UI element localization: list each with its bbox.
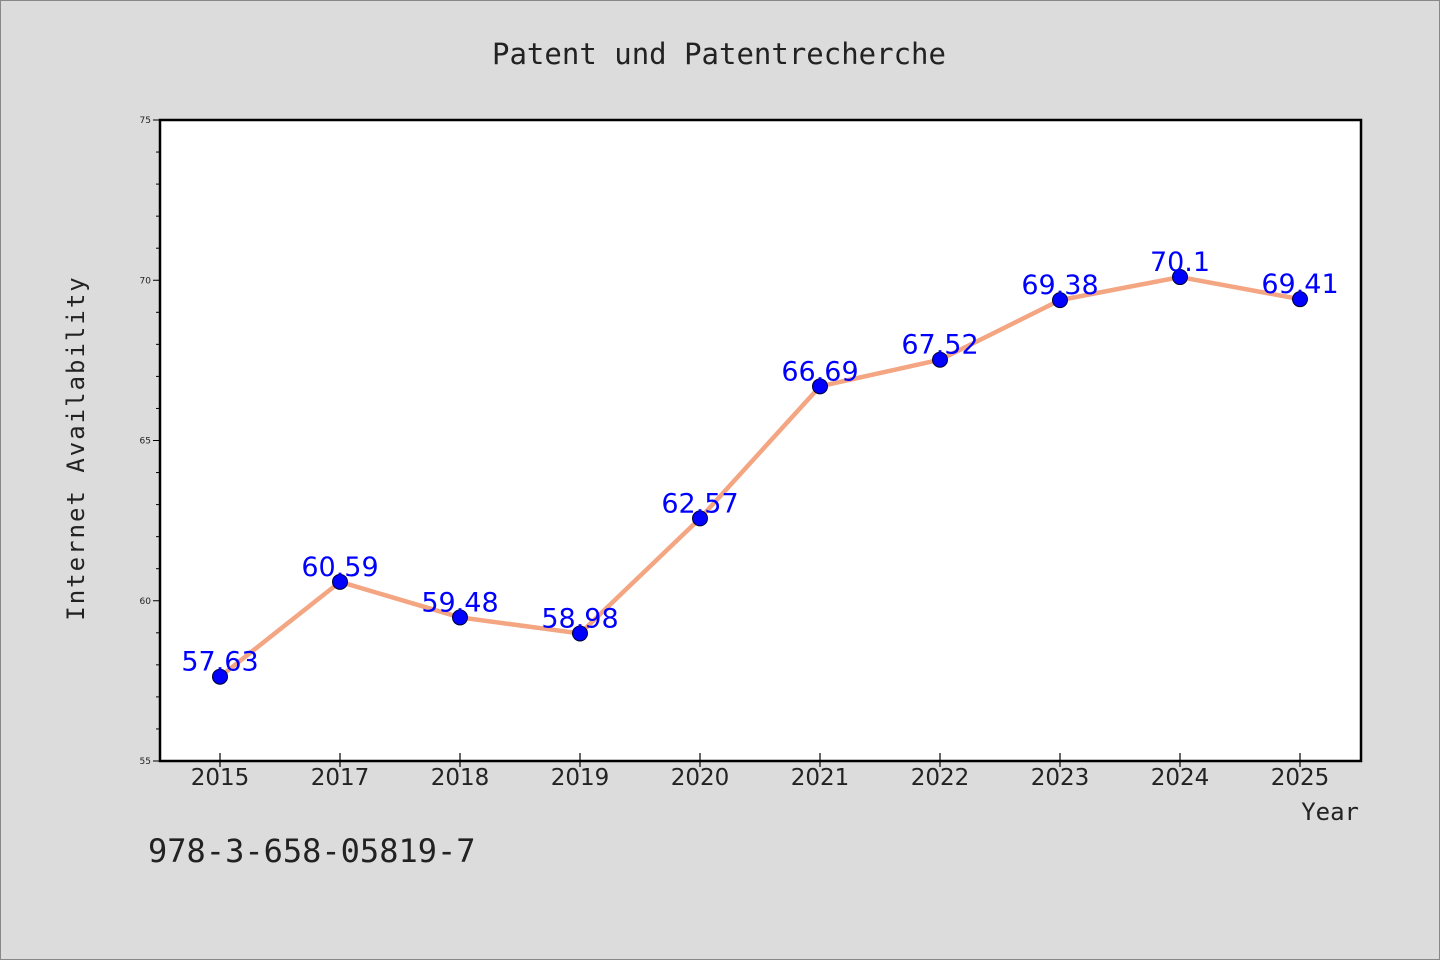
x-tick-label: 2024 bbox=[1151, 765, 1210, 791]
data-point bbox=[1052, 292, 1068, 309]
isbn-footer: 978-3-658-05819-7 bbox=[148, 832, 476, 870]
data-point bbox=[572, 625, 588, 642]
x-tick-label: 2019 bbox=[551, 765, 610, 791]
data-label: 69.41 bbox=[1261, 269, 1338, 300]
data-label: 67.52 bbox=[901, 330, 978, 361]
data-point bbox=[332, 573, 348, 590]
series-group: 57.63 60.59 59.48 58.98 62.57 66.69 67.52 69.38… bbox=[181, 247, 1339, 685]
x-tick-label: 2025 bbox=[1271, 765, 1330, 791]
x-tick-label: 2021 bbox=[791, 765, 850, 791]
x-tick-label: 2020 bbox=[671, 765, 730, 791]
data-label: 62.57 bbox=[661, 488, 738, 519]
data-point bbox=[452, 609, 468, 626]
y-axis-label: Internet Availability bbox=[62, 275, 90, 620]
x-tick-label: 2018 bbox=[431, 765, 490, 791]
x-axis-label: Year bbox=[1301, 798, 1359, 826]
data-point bbox=[1172, 269, 1188, 286]
data-label: 66.69 bbox=[781, 356, 858, 387]
chart-title: Patent und Patentrecherche bbox=[492, 37, 946, 71]
x-tick-label: 2022 bbox=[911, 765, 970, 791]
x-tick-label: 2017 bbox=[311, 765, 370, 791]
data-label: 70.1 bbox=[1150, 247, 1210, 278]
data-point bbox=[212, 668, 228, 685]
y-tick-label: 75 bbox=[140, 116, 151, 126]
data-point bbox=[692, 510, 708, 527]
y-tick-label: 60 bbox=[140, 597, 152, 607]
y-tick-label: 70 bbox=[140, 276, 152, 286]
data-label: 58.98 bbox=[541, 603, 618, 634]
data-point bbox=[1292, 291, 1308, 308]
x-tick-label: 2023 bbox=[1031, 765, 1090, 791]
y-axis: 55 60 65 70 75 bbox=[140, 116, 160, 767]
data-label: 59.48 bbox=[421, 587, 498, 618]
x-axis: 2015 2017 2018 2019 2020 2021 2022 2023 2024 2025 bbox=[191, 753, 1330, 791]
x-tick-label: 2015 bbox=[191, 765, 250, 791]
data-label: 69.38 bbox=[1021, 270, 1098, 301]
plot-area bbox=[158, 118, 1363, 763]
data-label: 57.63 bbox=[181, 647, 258, 678]
data-point bbox=[812, 378, 828, 395]
data-point bbox=[932, 351, 948, 368]
series-line bbox=[217, 274, 1303, 679]
data-label: 60.59 bbox=[301, 552, 378, 583]
y-tick-label: 65 bbox=[140, 437, 151, 447]
y-tick-label: 55 bbox=[140, 757, 151, 767]
